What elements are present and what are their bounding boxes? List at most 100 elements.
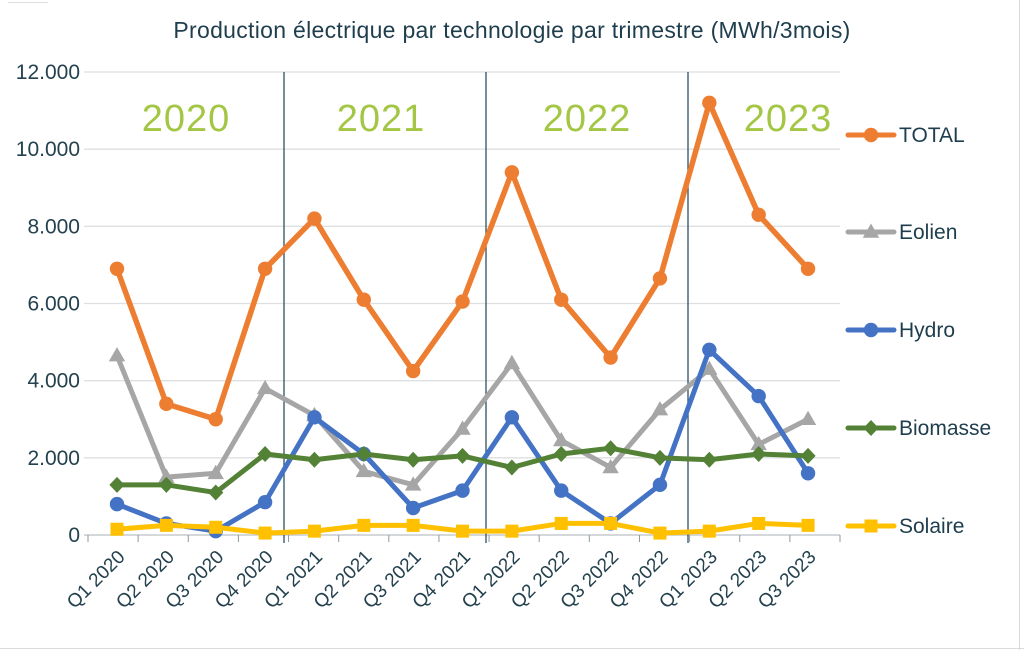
series-marker-circle [159, 396, 174, 412]
series-marker-triangle [553, 431, 570, 447]
series-marker-circle [603, 350, 618, 365]
legend-label: Hydro [899, 319, 955, 342]
series-marker-circle [800, 261, 816, 276]
series-marker-circle [109, 496, 125, 512]
series-marker-triangle [355, 462, 372, 478]
series-marker-circle [405, 500, 421, 516]
series-marker-circle [702, 95, 717, 111]
series-line [114, 347, 811, 534]
series-marker-diamond [751, 445, 767, 462]
series-marker-circle [504, 165, 520, 180]
series-marker-triangle [701, 360, 718, 375]
series-marker-triangle [256, 379, 274, 395]
series-marker-diamond [454, 447, 471, 464]
series-marker-diamond [603, 440, 619, 457]
series-marker-triangle [750, 435, 767, 451]
series-solaire [110, 516, 815, 540]
y-tick-label: 2.000 [27, 447, 80, 470]
series-marker-square [653, 526, 667, 540]
right-border-line [1019, 0, 1020, 650]
series-marker-diamond [356, 445, 372, 462]
legend-label: Eolien [899, 221, 957, 244]
chart-title: Production électrique par technologie pa… [173, 17, 851, 43]
series-marker-triangle [404, 476, 422, 491]
series-marker-diamond [257, 445, 273, 462]
series-eolien [108, 347, 817, 491]
series-marker-circle [455, 483, 470, 498]
year-label: 2021 [337, 98, 426, 140]
series-marker-triangle [651, 401, 669, 416]
y-tick-label: 12.000 [16, 61, 80, 84]
series-marker-square [159, 518, 173, 532]
series-marker-diamond [800, 447, 816, 464]
y-tick-label: 8.000 [27, 215, 80, 238]
series-marker-circle [405, 363, 421, 379]
series-marker-circle [751, 207, 766, 222]
series-marker-square [505, 524, 519, 538]
series-marker-circle [307, 410, 322, 425]
series-marker-square [307, 524, 321, 538]
y-tick-label: 0 [68, 524, 80, 547]
series-marker-square [801, 518, 815, 532]
series-marker-diamond [701, 451, 717, 468]
series-marker-square [456, 524, 470, 538]
series-marker-circle [208, 412, 223, 427]
series-marker-square [110, 522, 124, 536]
series-marker-diamond [208, 484, 224, 501]
legend-item-total: TOTAL [845, 124, 965, 147]
year-label: 2023 [744, 98, 833, 140]
series-marker-circle [257, 261, 273, 276]
series-marker-square [554, 516, 568, 530]
series-marker-circle [455, 294, 470, 309]
legend-label: Solaire [899, 515, 964, 538]
y-tick-label: 6.000 [27, 293, 80, 316]
year-label: 2022 [543, 98, 632, 140]
series-marker-triangle [602, 458, 619, 474]
series-marker-triangle [799, 410, 817, 426]
series-marker-square [604, 516, 618, 530]
series-marker-circle [751, 388, 766, 404]
series-marker-circle [652, 477, 668, 493]
series-marker-circle [356, 292, 371, 307]
series-marker-triangle [207, 464, 224, 480]
series-marker-diamond [109, 476, 125, 493]
legend-item-biomasse: Biomasse [845, 417, 991, 440]
series-marker-diamond [652, 449, 668, 466]
y-tick-label: 4.000 [27, 370, 80, 393]
series-marker-circle [863, 322, 879, 338]
series-marker-circle [800, 466, 816, 481]
series-marker-triangle [503, 354, 521, 370]
series-marker-square [357, 518, 371, 532]
series-marker-square [702, 524, 716, 538]
series-marker-diamond [863, 420, 879, 436]
year-label: 2020 [142, 98, 231, 140]
series-marker-circle [257, 495, 273, 510]
legend-label: Biomasse [899, 417, 991, 440]
series-marker-circle [702, 342, 717, 357]
series-marker-square [752, 516, 766, 530]
series-marker-circle [554, 483, 569, 498]
series-marker-triangle [862, 223, 880, 238]
legend-item-eolien: Eolien [845, 221, 957, 244]
legend-item-solaire: Solaire [845, 515, 964, 538]
series-marker-diamond [405, 451, 421, 468]
bottom-border-line [0, 648, 1024, 649]
series-marker-circle [307, 211, 322, 226]
series-marker-circle [652, 271, 668, 286]
series-marker-square [209, 520, 223, 534]
series-marker-circle [863, 127, 879, 143]
series-marker-diamond [504, 459, 520, 476]
background-gridline-fragment [8, 2, 48, 3]
series-marker-circle [109, 261, 125, 276]
series-marker-circle [554, 292, 569, 307]
series-biomasse [109, 440, 816, 501]
series-marker-circle [504, 410, 520, 425]
series-marker-diamond [158, 476, 174, 493]
series-marker-triangle [454, 420, 471, 435]
series-marker-triangle [108, 347, 126, 362]
series-marker-square [258, 526, 272, 540]
series-marker-diamond [306, 451, 323, 468]
series-marker-diamond [553, 445, 569, 462]
series-marker-square [406, 518, 420, 532]
